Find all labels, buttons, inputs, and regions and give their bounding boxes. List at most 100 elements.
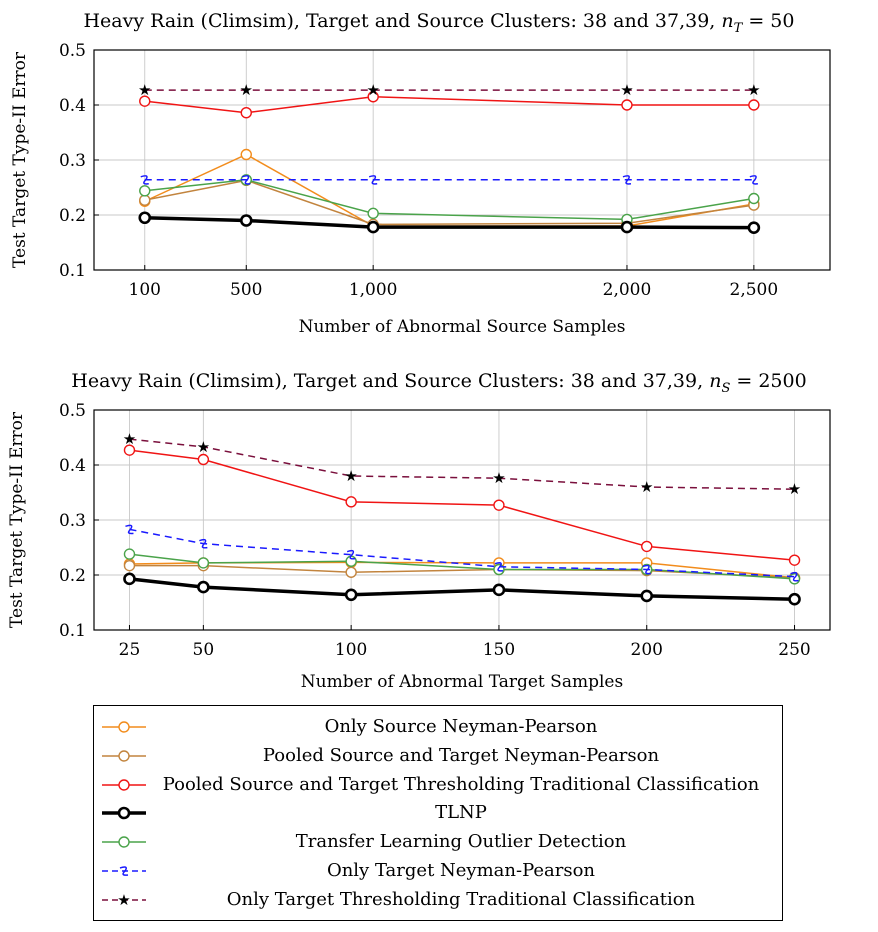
chart2-plot: ★ ★ ★ ★ ★ ★ 25 50 100 150 200 250 0.1 0.2 0.3 0.4 0.5 N…: [7, 401, 831, 692]
chart2-point-only_target_thresh: ★: [788, 480, 801, 498]
legend-label: Transfer Learning Outlier Detection: [295, 831, 627, 853]
chart1-point-only_source: [240, 148, 252, 161]
legend-item-only_target_thresh: ★ Only Target Thresholding Traditional Cl…: [94, 886, 784, 914]
chart2-point-pooled_thresh: [788, 554, 801, 566]
chart2-xtick-label: 150: [483, 640, 515, 660]
legend-marker-only_source: [118, 721, 130, 733]
chart1-ytick-label: 0.2: [59, 206, 86, 226]
legend-label: Pooled Source and Target Neyman-Pearson: [262, 744, 660, 766]
chart2-point-tlnp: [640, 589, 654, 603]
chart2-xtick-label: 50: [193, 640, 215, 660]
chart1-point-pooled_thresh: [367, 91, 379, 103]
legend-marker-only_target_thresh: ★: [117, 891, 130, 909]
chart1-point-tlod: [748, 192, 760, 205]
chart2-point-tlnp: [123, 572, 136, 586]
chart1-point-only_target_thresh: ★: [366, 81, 379, 99]
chart1-point-tlnp: [620, 220, 634, 234]
chart1-point-only_target_np: [622, 175, 632, 185]
chart2-series-tlnp: [129, 577, 795, 601]
chart2-ytick-label: 0.1: [59, 621, 86, 641]
legend-label: Only Target Neyman-Pearson: [326, 860, 596, 881]
chart2-point-only_target_np: [346, 549, 356, 560]
chart1-xtick-label: 100: [129, 280, 161, 300]
chart1-point-only_target_np: [140, 175, 149, 185]
chart1-point-pooled_thresh: [139, 95, 151, 107]
chart2-point-tlnp: [492, 583, 506, 597]
legend-item-pooled_thresh: Pooled Source and Target Thresholding Tr…: [94, 771, 784, 799]
chart1-ytick-label: 0.4: [59, 96, 86, 116]
chart2-point-tlnp: [344, 588, 358, 602]
legend-swatch-pooled_thresh: [102, 778, 146, 791]
chart2-point-only_target_thresh: ★: [123, 430, 136, 448]
legend-marker-only_target_np: [119, 866, 129, 876]
chart1-point-tlnp: [747, 221, 761, 234]
chart2-series-pooled_thresh: [129, 449, 795, 561]
chart1-point-only_target_thresh: ★: [240, 81, 253, 99]
legend-swatch-only_target_np: [102, 866, 146, 876]
legend-swatch-only_source: [102, 721, 146, 733]
chart2-xtick-label: 25: [119, 640, 141, 660]
chart1-ytick-label: 0.3: [59, 151, 86, 171]
chart2-point-tlod: [493, 563, 505, 576]
chart2-point-only_target_thresh: ★: [492, 469, 505, 487]
chart1-xtick-label: 500: [230, 280, 262, 300]
chart2-point-tlod: [345, 555, 357, 567]
chart2-point-pooled_np: [345, 566, 357, 578]
legend-marker-pooled_np: [118, 750, 130, 762]
chart2-point-only_target_np: [494, 562, 504, 572]
chart1-point-only_target_np: [242, 175, 251, 185]
chart2-point-pooled_thresh: [493, 499, 505, 511]
legend-swatch-pooled_np: [102, 750, 146, 762]
legend-item-only_target_np: Only Target Neyman-Pearson: [94, 857, 784, 885]
chart2-series-only_target_thresh: [129, 438, 795, 490]
chart2-point-tlod: [123, 548, 136, 560]
legend-swatch-tlod: [102, 836, 146, 848]
chart2-xlabel: Number of Abnormal Target Samples: [301, 672, 623, 692]
chart1-point-pooled_thresh: [240, 106, 252, 119]
legend-item-tlod: Transfer Learning Outlier Detection: [94, 828, 784, 856]
chart2-xtick-label: 250: [778, 640, 810, 660]
chart1-point-tlod: [139, 185, 151, 197]
chart2-ylabel: Test Target Type-II Error: [7, 411, 27, 628]
legend-swatch-only_target_thresh: ★: [102, 891, 146, 909]
legend-marker-tlnp: [117, 807, 131, 820]
chart2-point-only_target_thresh: ★: [640, 478, 653, 496]
chart2-point-only_target_np: [125, 524, 134, 535]
chart1-xlabel: Number of Abnormal Source Samples: [299, 317, 626, 337]
chart1-point-only_target_thresh: ★: [138, 81, 151, 99]
legend-swatch-tlnp: [102, 807, 146, 820]
chart1-title: Heavy Rain (Climsim), Target and Source …: [83, 10, 795, 36]
legend-label: Only Source Neyman-Pearson: [324, 716, 598, 737]
chart1-point-pooled_np: [139, 194, 151, 206]
chart1-xtick-label: 2,500: [730, 280, 779, 300]
legend-item-only_source: Only Source Neyman-Pearson: [94, 713, 784, 741]
legend-label: TLNP: [435, 802, 487, 824]
chart2-ytick-label: 0.2: [59, 566, 86, 586]
chart1-series-pooled_np: [144, 179, 754, 226]
chart2-point-only_target_np: [199, 538, 208, 549]
chart2-point-tlnp: [788, 592, 801, 606]
chart2-series-only_target_np: [129, 528, 795, 578]
chart2-point-pooled_thresh: [641, 540, 653, 553]
chart1-point-tlnp: [138, 211, 152, 225]
chart2-point-pooled_np: [123, 559, 136, 572]
chart1-point-only_target_np: [749, 175, 758, 185]
chart2-point-pooled_thresh: [123, 444, 136, 456]
legend-label: Only Target Thresholding Traditional Cla…: [226, 888, 696, 910]
chart1-point-only_target_thresh: ★: [620, 81, 633, 99]
chart2-point-only_target_np: [790, 571, 799, 582]
chart1-ytick-label: 0.1: [59, 261, 86, 281]
chart1-ytick-label: 0.5: [59, 41, 86, 61]
chart1-point-tlnp: [366, 220, 380, 234]
chart2-xtick-label: 200: [631, 640, 663, 660]
chart2-point-pooled_thresh: [197, 453, 210, 466]
chart2-point-pooled_thresh: [345, 496, 357, 508]
legend-marker-tlod: [118, 836, 130, 848]
chart2-ytick-label: 0.5: [59, 401, 86, 421]
chart1-point-only_target_np: [368, 175, 378, 185]
chart2-point-only_target_thresh: ★: [344, 467, 357, 485]
chart2-xtick-label: 100: [335, 640, 367, 660]
chart2-ytick-label: 0.3: [59, 511, 86, 531]
chart2-point-tlnp: [197, 580, 210, 594]
chart1-xtick-label: 2,000: [603, 280, 652, 300]
